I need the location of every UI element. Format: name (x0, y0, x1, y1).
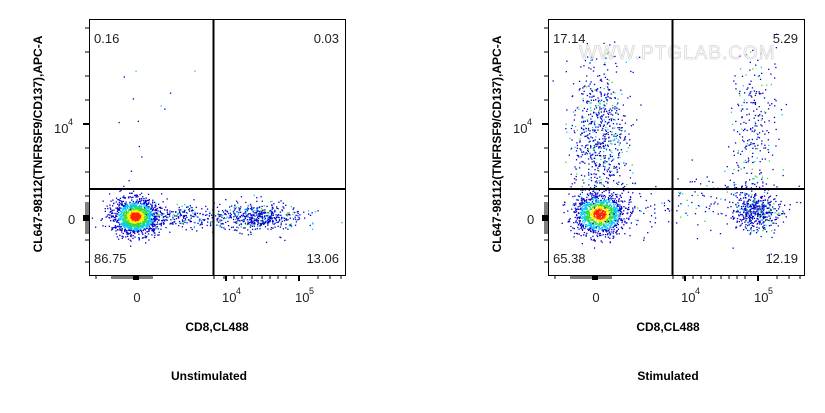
panel-caption: Stimulated (637, 369, 699, 383)
x-tick-1e5-exp: 5 (768, 286, 773, 296)
watermark: WWW.PTGLAB.COM (579, 43, 776, 64)
quadrant-lr-value: 12.19 (765, 251, 798, 266)
x-tick-1e5: 10 (754, 290, 768, 305)
scatter-plot: 0.16 0.03 86.75 13.06 0 10 4 10 5 0 10 4 (54, 19, 346, 305)
y-tick-0: 0 (68, 212, 75, 227)
quadrant-ll-value: 86.75 (94, 251, 127, 266)
x-tick-1e4: 10 (681, 290, 695, 305)
scatter-plot: WWW.PTGLAB.COM 17.14 5.29 65.38 12.19 0 … (513, 19, 805, 305)
plot-panel-stimulated: CL647-98112(TNFRSF9/CD137),APC-A WWW.PTG… (459, 0, 825, 413)
x-tick-0: 0 (592, 290, 599, 305)
x-tick-1e4-exp: 4 (695, 286, 700, 296)
quadrant-ll-value: 65.38 (553, 251, 586, 266)
plot-frame (548, 19, 805, 276)
y-tick-1e4: 10 (54, 121, 68, 136)
quadrant-ur-value: 0.03 (314, 31, 339, 46)
quadrant-ul-value: 0.16 (94, 31, 119, 46)
plot-frame (89, 19, 346, 276)
panel-caption: Unstimulated (170, 369, 247, 383)
y-tick-1e4-exp: 4 (527, 117, 532, 127)
x-tick-1e4-exp: 4 (236, 286, 241, 296)
quadrant-lr-value: 13.06 (306, 251, 339, 266)
x-tick-1e5-exp: 5 (309, 286, 314, 296)
plot-panel-unstimulated: CL647-98112(TNFRSF9/CD137),APC-A 0.16 0.… (0, 0, 412, 413)
x-tick-1e5: 10 (295, 290, 309, 305)
y-tick-1e4: 10 (513, 121, 527, 136)
x-tick-0: 0 (133, 290, 140, 305)
y-tick-1e4-exp: 4 (68, 117, 73, 127)
x-tick-1e4: 10 (222, 290, 236, 305)
x-axis-label: CD8,CL488 (636, 320, 700, 334)
y-tick-0: 0 (527, 212, 534, 227)
quadrant-ul-value: 17.14 (553, 31, 586, 46)
quadrant-ur-value: 5.29 (773, 31, 798, 46)
x-axis-label: CD8,CL488 (185, 320, 249, 334)
